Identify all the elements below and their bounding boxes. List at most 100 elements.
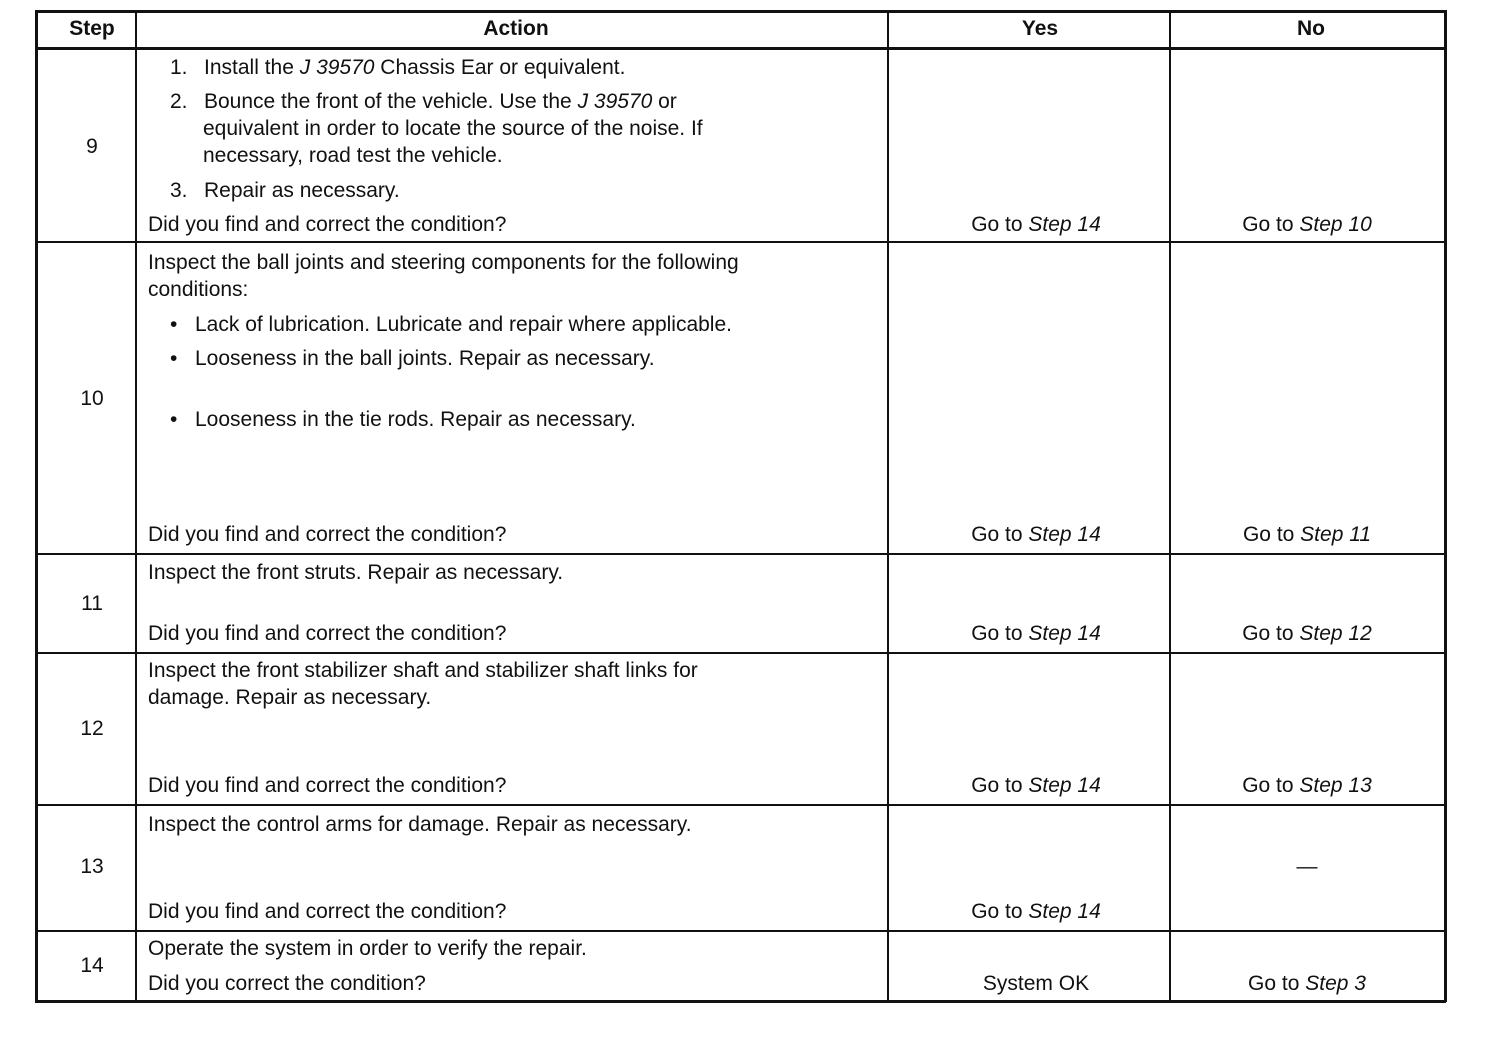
text-segment: necessary, road test the vehicle.: [203, 144, 503, 167]
text-segment: Did you find and correct the condition?: [148, 622, 507, 645]
step-number: 11: [81, 592, 103, 615]
list-number: 1.: [170, 56, 188, 79]
row-divider: [35, 241, 1446, 243]
action-line: Did you correct the condition?: [148, 972, 426, 996]
text-segment: or: [652, 90, 677, 113]
row-divider: [35, 1000, 1446, 1003]
row-divider: [35, 10, 1446, 13]
text-segment: Repair as necessary.: [204, 179, 400, 202]
text-segment: J 39570: [577, 90, 653, 113]
bullet: •: [170, 347, 178, 370]
text-segment: Inspect the front stabilizer shaft and s…: [148, 659, 698, 682]
header-yes: Yes: [1021, 17, 1059, 40]
no-step-ref: Step 13: [1299, 774, 1372, 797]
text-segment: Inspect the control arms for damage. Rep…: [148, 813, 692, 836]
step-number: 12: [80, 717, 104, 740]
yes-prefix: Go to: [971, 213, 1029, 236]
text-segment: Inspect the ball joints and steering com…: [148, 251, 739, 274]
text-segment: damage. Repair as necessary.: [148, 686, 432, 709]
bullet: •: [170, 313, 178, 336]
text-segment: conditions:: [148, 278, 249, 301]
no-result: Go to Step 13: [1242, 774, 1372, 798]
yes-step-ref: Step 14: [1028, 213, 1101, 236]
action-line: Did you find and correct the condition?: [148, 523, 506, 547]
action-line: Inspect the front struts. Repair as nece…: [148, 561, 563, 585]
action-line: Looseness in the tie rods. Repair as nec…: [195, 408, 636, 432]
action-line: Inspect the ball joints and steering com…: [148, 251, 739, 275]
row-divider: [35, 553, 1446, 555]
text-segment: Looseness in the ball joints. Repair as …: [195, 347, 655, 370]
action-line: Bounce the front of the vehicle. Use the…: [204, 90, 677, 114]
text-segment: equivalent in order to locate the source…: [203, 117, 703, 140]
action-line: Did you find and correct the condition?: [148, 900, 506, 924]
action-line: Looseness in the ball joints. Repair as …: [195, 347, 655, 371]
action-line: Did you find and correct the condition?: [148, 774, 506, 798]
yes-step-ref: Step 14: [1028, 622, 1101, 645]
action-line: Install the J 39570 Chassis Ear or equiv…: [204, 56, 625, 80]
text-segment: Lack of lubrication. Lubricate and repai…: [195, 313, 732, 336]
header-action: Action: [483, 17, 549, 40]
yes-result: Go to Step 14: [971, 523, 1101, 547]
step-number: 13: [80, 855, 104, 878]
column-divider: [35, 10, 38, 1002]
no-prefix: —: [1296, 855, 1318, 878]
yes-result: System OK: [983, 972, 1089, 996]
text-segment: J 39570: [299, 56, 375, 79]
text-segment: Did you find and correct the condition?: [148, 213, 507, 236]
yes-step-ref: Step 14: [1028, 774, 1101, 797]
row-divider: [35, 47, 1446, 50]
action-line: Lack of lubrication. Lubricate and repai…: [195, 313, 732, 337]
column-divider: [887, 10, 889, 1002]
action-line: equivalent in order to locate the source…: [203, 117, 703, 141]
row-divider: [35, 930, 1446, 932]
column-divider: [1169, 10, 1171, 1002]
no-result: Go to Step 3: [1248, 972, 1366, 996]
no-result: Go to Step 11: [1243, 523, 1371, 547]
yes-prefix: Go to: [971, 900, 1029, 923]
header-step: Step: [69, 17, 115, 40]
yes-prefix: Go to: [971, 622, 1029, 645]
action-line: Inspect the front stabilizer shaft and s…: [148, 659, 698, 683]
bullet: •: [170, 408, 178, 431]
step-number: 9: [86, 135, 98, 158]
text-segment: Operate the system in order to verify th…: [148, 937, 587, 960]
no-step-ref: Step 10: [1299, 213, 1372, 236]
action-line: conditions:: [148, 278, 248, 302]
text-segment: Did you find and correct the condition?: [148, 523, 507, 546]
no-prefix: Go to: [1242, 523, 1301, 546]
yes-result: Go to Step 14: [971, 900, 1101, 924]
text-segment: Looseness in the tie rods. Repair as nec…: [195, 408, 636, 431]
action-line: Did you find and correct the condition?: [148, 213, 506, 237]
list-number: 3.: [170, 179, 188, 202]
no-prefix: Go to: [1242, 622, 1300, 645]
action-line: necessary, road test the vehicle.: [203, 144, 503, 168]
text-segment: Install the: [204, 56, 300, 79]
text-segment: Bounce the front of the vehicle. Use the: [204, 90, 578, 113]
column-divider: [1444, 10, 1447, 1002]
step-number: 10: [80, 387, 104, 410]
action-line: damage. Repair as necessary.: [148, 686, 431, 710]
action-line: Operate the system in order to verify th…: [148, 937, 587, 961]
yes-result: Go to Step 14: [971, 622, 1101, 646]
no-result: Go to Step 10: [1242, 213, 1372, 237]
text-segment: Did you find and correct the condition?: [148, 774, 507, 797]
yes-prefix: Go to: [971, 774, 1029, 797]
no-result: Go to Step 12: [1242, 622, 1372, 646]
text-segment: Did you correct the condition?: [148, 972, 426, 995]
header-no: No: [1297, 17, 1325, 40]
text-segment: Chassis Ear or equivalent.: [374, 56, 626, 79]
no-prefix: Go to: [1242, 213, 1300, 236]
text-segment: Inspect the front struts. Repair as nece…: [148, 561, 564, 584]
text-segment: Did you find and correct the condition?: [148, 900, 507, 923]
row-divider: [35, 804, 1446, 806]
action-line: Inspect the control arms for damage. Rep…: [148, 813, 692, 837]
no-step-ref: Step 12: [1299, 622, 1372, 645]
yes-prefix: System OK: [982, 972, 1090, 995]
action-line: Repair as necessary.: [204, 179, 400, 203]
no-result: —: [1297, 855, 1318, 879]
yes-result: Go to Step 14: [971, 213, 1101, 237]
no-step-ref: Step 11: [1300, 523, 1372, 546]
column-divider: [135, 10, 137, 1002]
action-line: Did you find and correct the condition?: [148, 622, 506, 646]
no-step-ref: Step 3: [1305, 972, 1366, 995]
